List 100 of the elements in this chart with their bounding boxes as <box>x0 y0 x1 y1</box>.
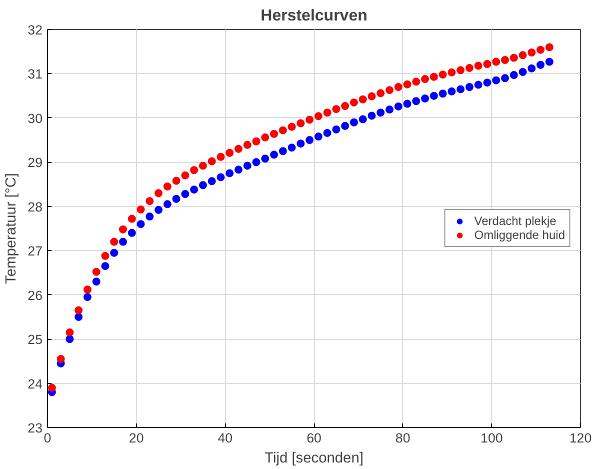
point <box>226 148 234 157</box>
point <box>172 176 180 185</box>
point <box>172 194 180 203</box>
point <box>208 157 216 166</box>
point <box>278 126 287 134</box>
y-tick-label: 27 <box>28 244 43 259</box>
point <box>74 312 83 321</box>
y-tick-label: 26 <box>28 288 43 303</box>
point <box>66 335 74 344</box>
point <box>492 58 500 66</box>
point <box>216 173 225 182</box>
point <box>74 306 83 314</box>
x-tick-label: 100 <box>480 430 503 446</box>
point <box>101 252 110 260</box>
point <box>288 144 296 152</box>
point <box>500 74 509 82</box>
point <box>296 140 305 148</box>
y-tick-label: 29 <box>28 155 43 170</box>
point <box>456 66 465 74</box>
point <box>181 190 190 198</box>
point <box>350 98 358 106</box>
y-tick-label: 23 <box>28 420 43 436</box>
point <box>261 154 270 163</box>
point <box>448 68 456 76</box>
point <box>252 137 260 146</box>
point <box>190 166 198 174</box>
point <box>83 286 92 294</box>
y-tick-label: 30 <box>28 110 43 126</box>
point <box>528 48 536 56</box>
point <box>394 82 402 91</box>
point <box>270 130 278 138</box>
point <box>483 78 492 87</box>
point <box>438 70 447 79</box>
point <box>163 182 172 190</box>
x-tick-label: 20 <box>128 430 144 446</box>
point <box>518 51 527 60</box>
point <box>66 328 74 336</box>
legend-label: Omliggende huid <box>474 228 565 242</box>
point <box>376 108 385 117</box>
point <box>358 115 367 124</box>
y-tick-label: 25 <box>28 332 43 348</box>
point <box>403 80 412 88</box>
point <box>536 60 545 69</box>
point <box>119 238 128 246</box>
point <box>234 144 242 153</box>
point <box>376 89 385 98</box>
point <box>510 54 518 62</box>
point <box>234 166 242 174</box>
point <box>492 76 500 84</box>
point <box>412 97 420 106</box>
point <box>296 119 305 128</box>
point <box>358 95 367 104</box>
y-tick-label: 31 <box>28 66 43 82</box>
point <box>190 186 198 194</box>
point <box>323 128 332 137</box>
point <box>198 162 207 170</box>
y-tick-label: 32 <box>28 22 43 38</box>
point <box>92 278 100 286</box>
point <box>181 171 190 180</box>
point <box>386 106 394 114</box>
point <box>278 147 287 156</box>
point <box>163 200 172 208</box>
point <box>483 60 492 68</box>
point <box>83 293 92 302</box>
point <box>536 46 545 54</box>
point <box>368 92 376 100</box>
point <box>119 225 128 234</box>
y-tick-label: 24 <box>28 376 44 392</box>
point <box>500 56 509 64</box>
point <box>48 384 56 392</box>
point <box>154 189 163 198</box>
point <box>92 268 100 276</box>
point <box>421 94 430 102</box>
point <box>252 158 260 166</box>
point <box>146 212 154 221</box>
point <box>154 206 163 214</box>
point <box>394 102 402 110</box>
point <box>368 112 376 120</box>
point <box>412 78 420 86</box>
point <box>314 112 322 120</box>
y-axis-title: Temperatuur [°C] <box>4 173 20 284</box>
point <box>545 58 554 66</box>
point <box>270 150 278 159</box>
point <box>110 248 118 257</box>
point <box>261 133 270 142</box>
point <box>456 85 465 94</box>
point <box>208 177 216 186</box>
point <box>438 90 447 98</box>
point <box>332 105 340 114</box>
point <box>386 86 394 94</box>
point <box>510 71 518 80</box>
point <box>198 181 207 190</box>
x-tick-label: 40 <box>218 430 233 446</box>
x-axis-title: Tijd [seconden] <box>264 450 364 466</box>
x-tick-label: 0 <box>44 430 52 446</box>
point <box>403 100 412 108</box>
point <box>243 162 252 170</box>
point <box>474 62 482 70</box>
point <box>288 122 296 131</box>
point <box>136 205 145 214</box>
